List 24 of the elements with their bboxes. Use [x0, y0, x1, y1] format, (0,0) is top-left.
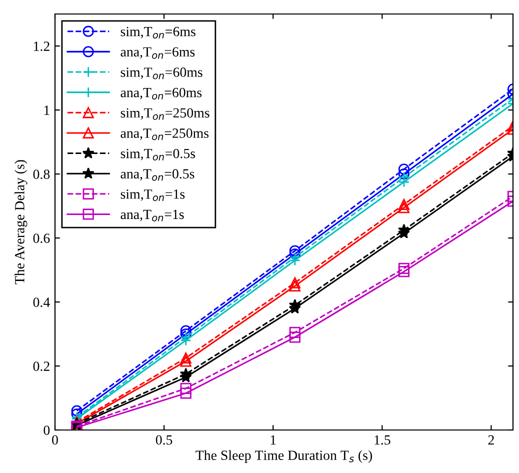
legend-label: sim,T$_{on}$=60ms — [120, 68, 202, 80]
legend-label: sim,T$_{on}$=250ms — [120, 108, 210, 120]
legend-label: ana,T$_{on}$=6ms — [120, 47, 195, 59]
x-tick-label: 2 — [488, 435, 494, 444]
legend-label: sim,T$_{on}$=1s — [120, 189, 185, 202]
legend-label: ana,T$_{on}$=250ms — [120, 128, 208, 140]
y-tick-label: 0.8 — [33, 170, 50, 180]
y-axis-title: The Average Delay (s) — [14, 160, 28, 284]
legend-label: sim,T$_{on}$=0.5s — [120, 148, 196, 160]
legend-label: ana,T$_{on}$=1s — [120, 210, 184, 222]
legend-label: ana,T$_{on}$=0.5s — [120, 169, 194, 181]
x-tick-label: 0.5 — [156, 435, 172, 445]
x-tick-label: 1 — [270, 435, 276, 444]
y-tick-label: 0.4 — [33, 298, 50, 308]
legend-label: sim,T$_{on}$=6ms — [120, 26, 196, 39]
x-tick-label: 1.5 — [374, 435, 390, 445]
legend-label: ana,T$_{on}$=60ms — [120, 88, 202, 100]
y-tick-label: 0 — [44, 426, 50, 435]
y-tick-label: 0.6 — [33, 234, 50, 244]
x-axis-title: The Sleep Time Duration T$_{s}$ (s) — [196, 450, 372, 463]
x-tick-label: 0 — [52, 435, 58, 445]
y-tick-label: 1.2 — [34, 42, 50, 52]
y-tick-label: 0.2 — [33, 362, 50, 372]
y-tick-label: 1 — [44, 106, 50, 115]
